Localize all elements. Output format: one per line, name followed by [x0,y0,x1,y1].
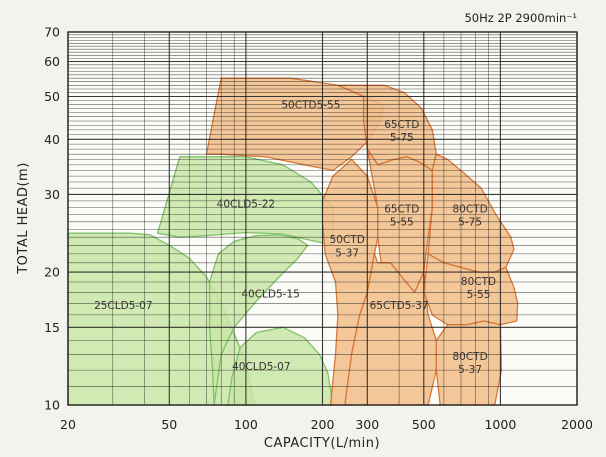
grid-layer [67,31,578,406]
x-tick-label-500: 500 [412,417,436,432]
y-tick-label-60: 60 [44,54,60,69]
y-tick-label-20: 20 [44,265,60,280]
x-tick-label-300: 300 [355,417,379,432]
y-tick-label-50: 50 [44,89,60,104]
y-tick-label-10: 10 [44,398,60,413]
region-label-65ctd-5-75: 65CTD 5-75 [384,119,419,144]
x-tick-label-100: 100 [234,417,258,432]
region-label-80ctd-5-75: 80CTD 5-75 [452,204,487,229]
region-label-25cld5-07: 25CLD5-07 [94,300,152,312]
region-label-80ctd-5-55: 80CTD 5-55 [461,276,496,301]
region-label-40cld5-07: 40CLD5-07 [232,361,290,373]
x-axis-title: CAPACITY(L/min) [264,436,380,451]
x-tick-label-1000: 1000 [484,417,516,432]
operating-condition-label: 50Hz 2P 2900min⁻¹ [464,11,577,25]
y-tick-label-40: 40 [44,132,60,147]
region-40cld5-07 [227,326,334,406]
x-tick-label-2000: 2000 [561,417,593,432]
y-tick-label-30: 30 [44,187,60,202]
plot-frame [67,31,578,406]
x-tick-label-50: 50 [161,417,177,432]
x-tick-label-200: 200 [311,417,335,432]
region-label-50ctd-5-37: 50CTD 5-37 [330,234,365,259]
y-axis-title: TOTAL HEAD(m) [16,162,31,275]
region-label-65ctd-5-55: 65CTD 5-55 [384,204,419,229]
y-tick-label-15: 15 [44,320,60,335]
region-65ctd-5-55 [366,148,433,293]
region-label-50ctd5-55: 50CTD5-55 [281,99,340,111]
region-label-65ctd5-37: 65CTD5-37 [370,300,429,312]
region-label-40cld5-15: 40CLD5-15 [241,289,299,301]
region-label-40cld5-22: 40CLD5-22 [217,199,275,211]
tick-labels-layer: 20 50 100 200 300 500 1000 2000 10 15 20 30 40 50 60 70 [44,25,593,433]
x-tick-label-20: 20 [60,417,76,432]
region-label-80ctd-5-37: 80CTD 5-37 [452,351,487,376]
region-labels-layer: 25CLD5-07 40CLD5-15 40CLD5-07 40CLD5-22 50CT… [94,99,496,376]
y-tick-label-70: 70 [44,25,60,40]
